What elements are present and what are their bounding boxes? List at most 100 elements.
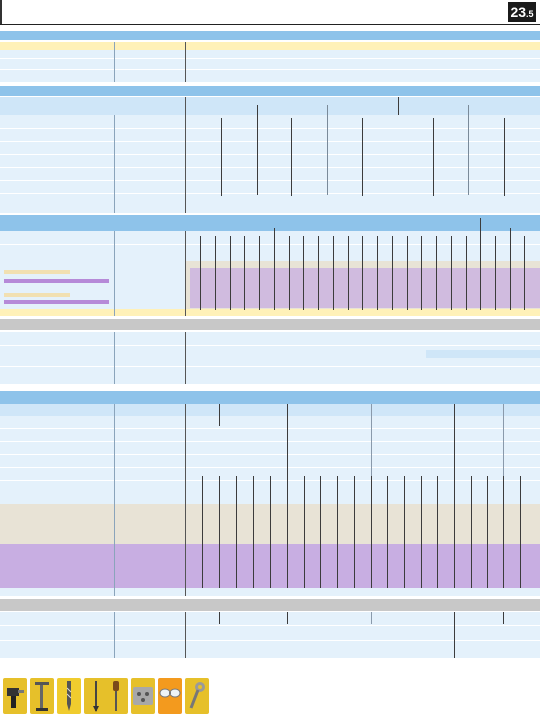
section-5-footer	[0, 588, 540, 596]
header-rule	[0, 0, 2, 24]
grid-line	[436, 236, 437, 310]
row-divider	[0, 428, 540, 429]
grid-line	[503, 476, 504, 588]
section-1-header	[0, 31, 540, 40]
grid-line	[354, 476, 355, 588]
legend-bar-purple-2	[4, 300, 109, 304]
row-divider	[0, 58, 540, 59]
tool-case-icon	[133, 687, 153, 705]
grid-line	[337, 476, 338, 588]
grid-line	[387, 476, 388, 588]
grid-line	[510, 228, 511, 310]
grid-line	[236, 476, 237, 588]
grid-line	[291, 118, 292, 196]
thumbnail[interactable]	[57, 678, 81, 714]
lamp-stand-icon	[35, 682, 49, 711]
wrench-icon	[189, 682, 205, 709]
row-divider	[0, 640, 540, 641]
row-divider	[0, 441, 540, 442]
page-number-main: 23	[510, 4, 527, 20]
grid-line	[304, 476, 305, 588]
grid-line	[257, 105, 258, 195]
row-divider	[0, 69, 540, 70]
page-number-sub: .5	[526, 9, 534, 19]
section-4-header	[0, 319, 540, 330]
grid-line	[230, 236, 231, 310]
section-1-highlight	[0, 42, 540, 50]
row-divider	[0, 141, 540, 142]
section-3-purple-block	[190, 268, 540, 308]
column-separator	[185, 404, 186, 596]
grid-line	[362, 118, 363, 196]
section-4-body	[0, 332, 540, 384]
grid-line	[404, 476, 405, 588]
grid-line	[520, 476, 521, 588]
grid-line	[289, 236, 290, 310]
thumbnail[interactable]	[131, 678, 155, 714]
grid-line	[377, 236, 378, 310]
column-separator	[114, 115, 115, 213]
legend-bar-beige-1	[4, 270, 70, 274]
grid-line	[219, 404, 220, 426]
thumbnail[interactable]	[185, 678, 209, 714]
row-divider	[0, 167, 540, 168]
section-6-header	[0, 599, 540, 611]
safety-glasses-icon	[159, 688, 181, 698]
row-divider	[0, 366, 540, 367]
column-separator	[185, 97, 186, 213]
grid-line	[503, 612, 504, 624]
row-divider	[0, 454, 540, 455]
column-separator	[185, 612, 186, 658]
grid-line	[371, 476, 372, 588]
header-line	[0, 24, 540, 25]
row-divider	[0, 154, 540, 155]
column-separator	[185, 332, 186, 384]
grid-line	[503, 404, 504, 476]
grid-line	[468, 105, 469, 195]
column-separator	[114, 231, 115, 316]
screwdriver-icon	[113, 681, 119, 711]
page-number-badge: 23.5	[508, 2, 536, 22]
grid-line	[318, 236, 319, 310]
grid-line	[454, 612, 455, 658]
section-6-body	[0, 612, 540, 658]
grid-line	[451, 236, 452, 310]
row-divider	[0, 345, 540, 346]
section-5-subheader	[0, 404, 540, 416]
legend-bar-purple-1	[4, 279, 109, 283]
grid-line	[398, 97, 399, 115]
legend-bar-beige-2	[4, 293, 70, 297]
grid-line	[421, 476, 422, 588]
grid-line	[274, 228, 275, 310]
grid-line	[392, 236, 393, 310]
drill-bit-icon	[66, 681, 72, 711]
row-divider	[0, 193, 540, 194]
thumbnail[interactable]	[158, 678, 182, 714]
thumbnail[interactable]	[104, 678, 128, 714]
grid-line	[466, 236, 467, 310]
grid-line	[495, 236, 496, 310]
grid-line	[471, 476, 472, 588]
grid-line	[333, 236, 334, 310]
thumbnail[interactable]	[30, 678, 54, 714]
grid-line	[202, 476, 203, 588]
thumbnail[interactable]	[3, 678, 27, 714]
power-tool-icon	[7, 688, 24, 708]
grid-line	[303, 236, 304, 310]
column-separator	[114, 42, 115, 82]
row-divider	[0, 244, 540, 245]
grid-line	[437, 476, 438, 588]
section-3-body	[0, 231, 540, 261]
column-separator	[185, 231, 186, 316]
section-2-body	[0, 115, 540, 213]
column-separator	[114, 612, 115, 658]
section-3-footer	[0, 309, 540, 316]
grid-line	[219, 612, 220, 624]
grid-line	[215, 236, 216, 310]
row-divider	[0, 180, 540, 181]
grid-line	[371, 404, 372, 476]
grid-line	[327, 105, 328, 195]
grid-line	[253, 476, 254, 588]
grid-line	[504, 118, 505, 196]
section-3-header	[0, 215, 540, 231]
